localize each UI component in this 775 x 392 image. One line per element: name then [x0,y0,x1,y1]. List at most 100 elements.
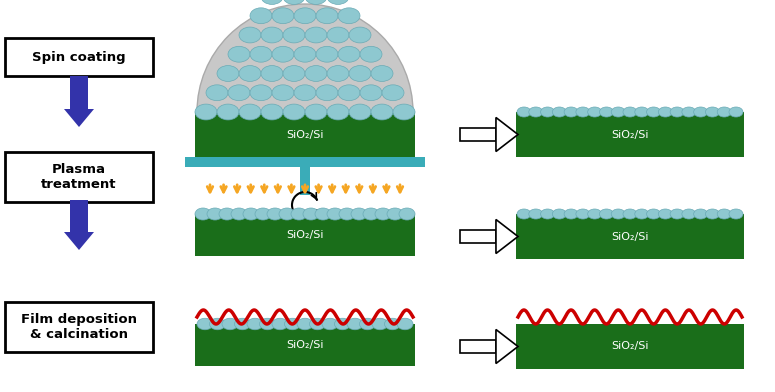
Bar [5,302,153,352]
Ellipse shape [222,318,238,330]
Ellipse shape [267,208,283,220]
Ellipse shape [682,209,696,219]
Ellipse shape [272,85,294,101]
Ellipse shape [564,209,578,219]
Ellipse shape [261,27,283,43]
Ellipse shape [239,27,261,43]
Bar [516,324,744,369]
Ellipse shape [217,104,239,120]
Ellipse shape [207,208,223,220]
Text: SiO₂/Si: SiO₂/Si [611,232,649,241]
Bar [5,152,153,202]
Ellipse shape [387,208,403,220]
Text: SiO₂/Si: SiO₂/Si [286,230,324,240]
Ellipse shape [587,209,601,219]
Ellipse shape [375,208,391,220]
Polygon shape [496,220,518,254]
Ellipse shape [279,208,295,220]
Ellipse shape [195,208,211,220]
Ellipse shape [529,209,542,219]
Ellipse shape [349,27,371,43]
Ellipse shape [294,46,316,62]
Ellipse shape [250,85,272,101]
Bar [5,38,153,76]
Ellipse shape [272,318,288,330]
Ellipse shape [315,208,331,220]
Ellipse shape [363,208,379,220]
Ellipse shape [646,209,660,219]
Ellipse shape [316,46,338,62]
Bar [516,112,744,157]
Ellipse shape [399,208,415,220]
Ellipse shape [670,107,684,117]
Ellipse shape [717,209,732,219]
Ellipse shape [283,104,305,120]
Ellipse shape [393,104,415,120]
Ellipse shape [635,107,649,117]
Ellipse shape [371,65,393,82]
Ellipse shape [283,65,305,82]
Ellipse shape [517,209,531,219]
Polygon shape [496,118,518,151]
Bar [460,230,496,243]
Ellipse shape [261,104,283,120]
Ellipse shape [305,27,327,43]
Ellipse shape [347,318,363,330]
Ellipse shape [335,318,350,330]
Ellipse shape [235,318,250,330]
Bar [185,157,425,167]
Ellipse shape [360,46,382,62]
Ellipse shape [219,208,235,220]
Ellipse shape [327,65,349,82]
Ellipse shape [729,209,743,219]
Ellipse shape [297,318,313,330]
Ellipse shape [705,107,719,117]
Ellipse shape [623,107,637,117]
Ellipse shape [239,65,261,82]
Ellipse shape [283,27,305,43]
Ellipse shape [327,0,349,4]
Bar [195,324,415,366]
Ellipse shape [705,209,719,219]
Ellipse shape [294,8,316,24]
Ellipse shape [228,46,250,62]
Ellipse shape [529,107,542,117]
Ellipse shape [658,107,673,117]
Ellipse shape [576,209,590,219]
Ellipse shape [247,318,263,330]
Ellipse shape [682,107,696,117]
Text: SiO₂/Si: SiO₂/Si [611,341,649,352]
Ellipse shape [283,0,305,4]
Ellipse shape [611,107,625,117]
Ellipse shape [284,318,301,330]
Text: SiO₂/Si: SiO₂/Si [611,129,649,140]
Polygon shape [496,330,518,363]
Ellipse shape [217,65,239,82]
Ellipse shape [195,104,217,120]
Ellipse shape [553,209,567,219]
Polygon shape [64,232,94,250]
Ellipse shape [338,8,360,24]
Ellipse shape [670,209,684,219]
Ellipse shape [553,107,567,117]
Ellipse shape [209,318,226,330]
Ellipse shape [255,208,271,220]
Ellipse shape [206,85,228,101]
Ellipse shape [564,107,578,117]
Ellipse shape [372,318,388,330]
Ellipse shape [327,104,349,120]
Ellipse shape [623,209,637,219]
Ellipse shape [291,208,307,220]
Ellipse shape [316,8,338,24]
Ellipse shape [316,85,338,101]
Ellipse shape [517,107,531,117]
Ellipse shape [272,46,294,62]
Ellipse shape [305,104,327,120]
Ellipse shape [694,107,708,117]
Ellipse shape [351,208,367,220]
Ellipse shape [339,208,355,220]
Ellipse shape [694,209,708,219]
Bar [460,340,496,353]
Text: SiO₂/Si: SiO₂/Si [286,129,324,140]
Ellipse shape [587,107,601,117]
